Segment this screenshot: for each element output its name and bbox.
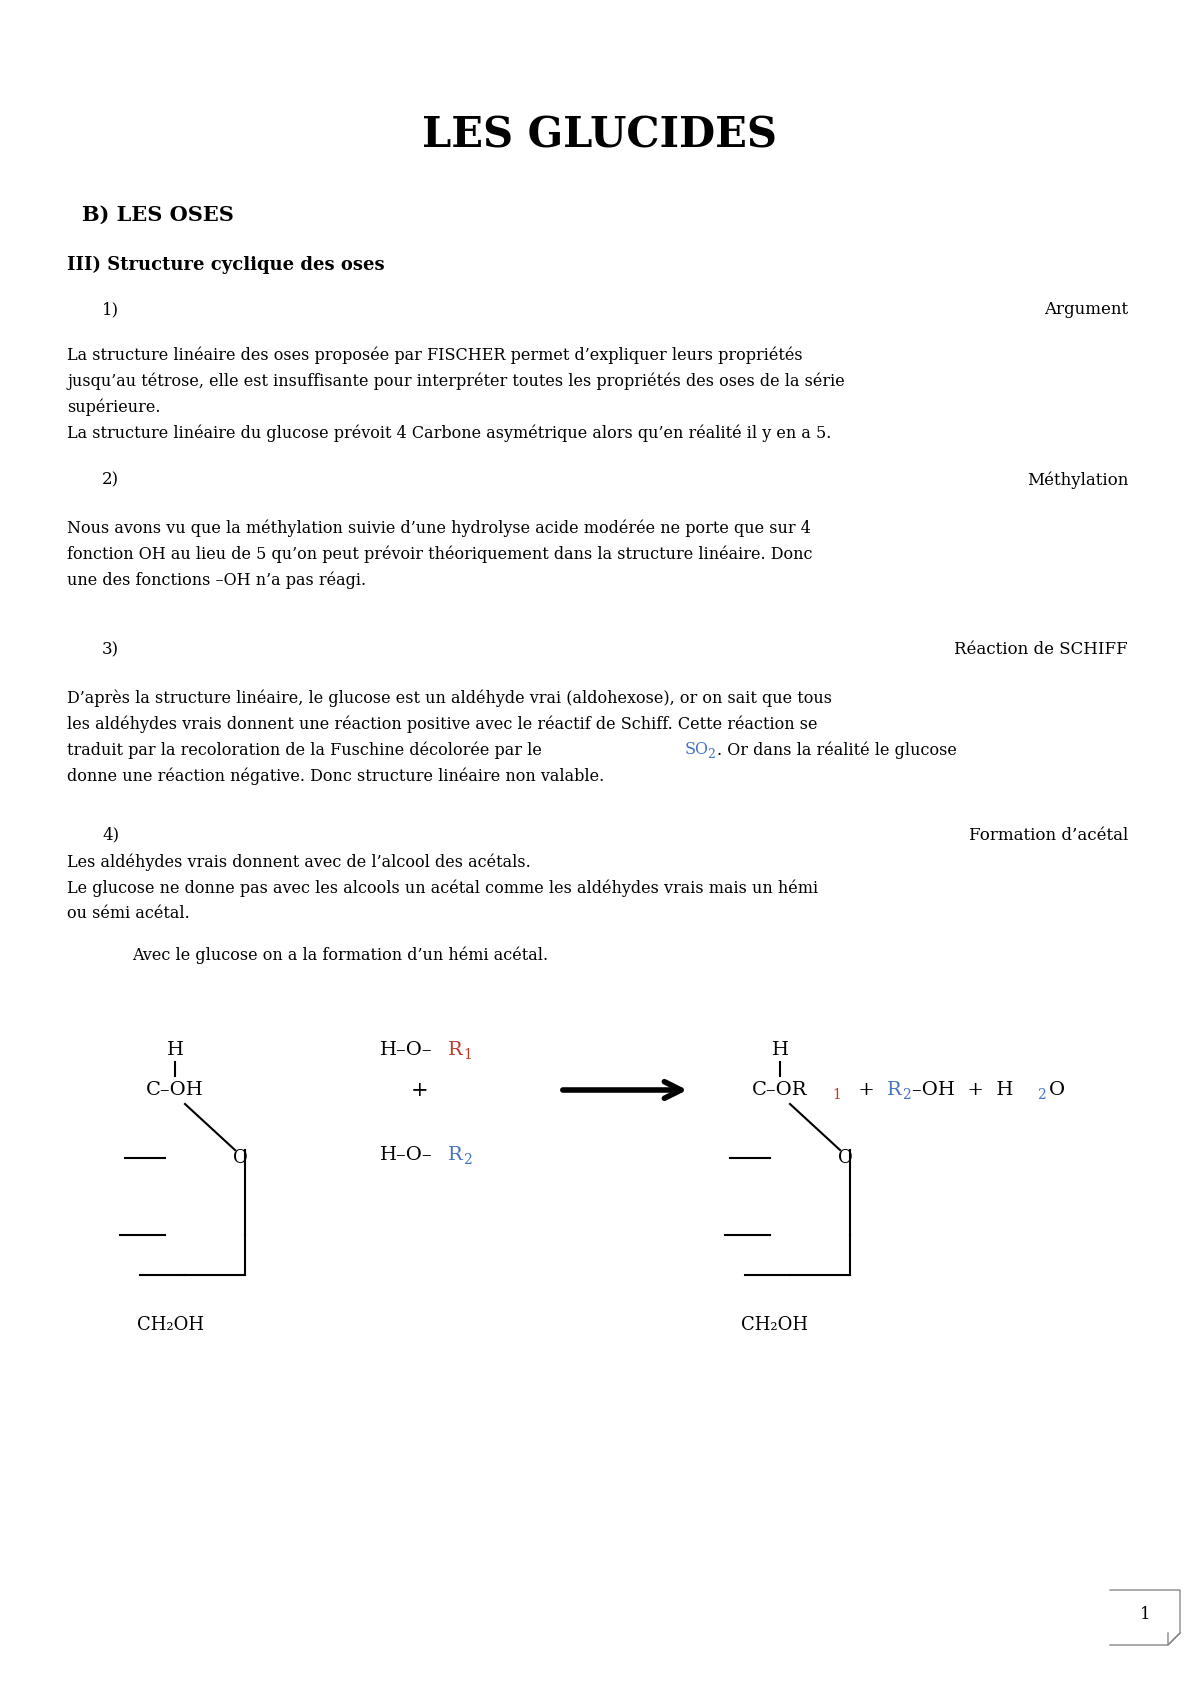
Text: H: H [167,1040,184,1059]
Text: SO: SO [685,742,709,759]
Text: . Or dans la réalité le glucose: . Or dans la réalité le glucose [718,742,956,759]
Text: 1: 1 [832,1088,841,1101]
Text: H–O–: H–O– [380,1040,433,1059]
Text: Le glucose ne donne pas avec les alcools un acétal comme les aldéhydes vrais mai: Le glucose ne donne pas avec les alcools… [67,879,818,896]
Text: LES GLUCIDES: LES GLUCIDES [422,114,778,156]
Text: D’après la structure linéaire, le glucose est un aldéhyde vrai (aldohexose), or : D’après la structure linéaire, le glucos… [67,689,832,706]
Text: les aldéhydes vrais donnent une réaction positive avec le réactif de Schiff. Cet: les aldéhydes vrais donnent une réaction… [67,714,817,733]
Text: 2): 2) [102,472,119,489]
Text: 2: 2 [1037,1088,1045,1101]
Text: Avec le glucose on a la formation d’un hémi acétal.: Avec le glucose on a la formation d’un h… [132,947,548,964]
Text: ou sémi acétal.: ou sémi acétal. [67,906,190,923]
Text: 3): 3) [102,641,119,658]
Text: +: + [852,1081,881,1100]
Text: Réaction de SCHIFF: Réaction de SCHIFF [954,641,1128,658]
Text: C–OH: C–OH [146,1081,204,1100]
Text: 2: 2 [902,1088,911,1101]
Text: fonction OH au lieu de 5 qu’on peut prévoir théoriquement dans la structure liné: fonction OH au lieu de 5 qu’on peut prév… [67,545,812,563]
Text: La structure linéaire des oses proposée par FISCHER permet d’expliquer leurs pro: La structure linéaire des oses proposée … [67,346,803,363]
Text: Nous avons vu que la méthylation suivie d’une hydrolyse acide modérée ne porte q: Nous avons vu que la méthylation suivie … [67,519,811,536]
Text: CH₂OH: CH₂OH [137,1315,204,1334]
Text: H: H [772,1040,788,1059]
Text: CH₂OH: CH₂OH [742,1315,809,1334]
Text: O: O [233,1149,247,1168]
Text: B) LES OSES: B) LES OSES [82,205,234,226]
Text: 1: 1 [463,1049,472,1062]
Text: C–OR: C–OR [752,1081,808,1100]
Text: Formation d’acétal: Formation d’acétal [968,826,1128,843]
Text: 1): 1) [102,302,119,319]
Text: traduit par la recoloration de la Fuschine décolorée par le: traduit par la recoloration de la Fuschi… [67,742,547,759]
Text: 2: 2 [463,1152,472,1168]
Text: O: O [838,1149,853,1168]
Text: –OH  +  H: –OH + H [912,1081,1013,1100]
Text: une des fonctions –OH n’a pas réagi.: une des fonctions –OH n’a pas réagi. [67,572,366,589]
Text: Les aldéhydes vrais donnent avec de l’alcool des acétals.: Les aldéhydes vrais donnent avec de l’al… [67,854,530,871]
Text: Argument: Argument [1044,302,1128,319]
Text: 2: 2 [707,747,715,760]
Text: 1: 1 [1140,1605,1151,1622]
Text: supérieure.: supérieure. [67,399,161,416]
Text: R: R [887,1081,901,1100]
Text: R: R [448,1145,463,1164]
Text: 4): 4) [102,826,119,843]
Text: III) Structure cyclique des oses: III) Structure cyclique des oses [67,256,385,275]
Text: Méthylation: Méthylation [1027,472,1128,489]
Text: jusqu’au tétrose, elle est insuffisante pour interpréter toutes les propriétés d: jusqu’au tétrose, elle est insuffisante … [67,372,845,390]
Text: H–O–: H–O– [380,1145,433,1164]
Text: La structure linéaire du glucose prévoit 4 Carbone asymétrique alors qu’en réali: La structure linéaire du glucose prévoit… [67,424,832,441]
Text: O: O [1049,1081,1066,1100]
Text: R: R [448,1040,463,1059]
Text: donne une réaction négative. Donc structure linéaire non valable.: donne une réaction négative. Donc struct… [67,767,605,784]
Text: +: + [412,1081,428,1100]
